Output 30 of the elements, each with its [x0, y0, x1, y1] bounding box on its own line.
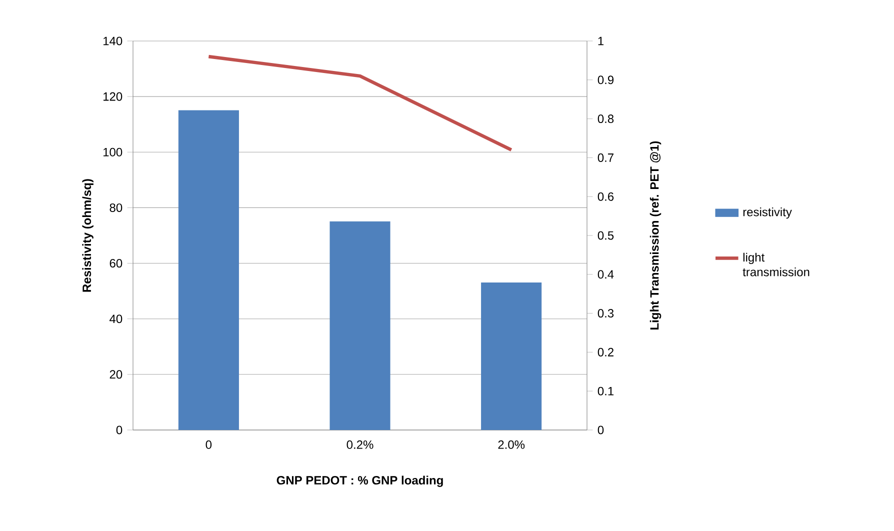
x-tick-label: 2.0% — [498, 440, 525, 449]
bar — [178, 110, 239, 430]
y2-tick-label: 0.2 — [598, 348, 614, 356]
y-tick-label: 20 — [110, 370, 122, 379]
y-axis-title: Resistivity (ohm/sq) — [82, 179, 94, 292]
y-tick-label: 60 — [110, 259, 122, 268]
y-tick-label: 80 — [110, 203, 122, 212]
bar — [330, 221, 390, 430]
x-axis-title: GNP PEDOT : % GNP loading — [276, 476, 443, 487]
y-tick-label: 40 — [110, 314, 122, 324]
y2-tick-label: 1 — [598, 36, 604, 46]
legend-label: light transmission — [742, 252, 810, 276]
x-tick-label: 0.2% — [346, 440, 374, 449]
y2-tick-label: 0.7 — [598, 153, 614, 162]
y2-tick-label: 0.1 — [598, 386, 614, 396]
y-tick-label: 140 — [104, 36, 122, 46]
x-tick-label: 0 — [206, 440, 212, 449]
bar — [481, 282, 542, 430]
y-tick-label: 0 — [116, 426, 122, 434]
y2-tick-label: 0 — [598, 426, 604, 434]
y2-tick-label: 0.3 — [598, 309, 614, 318]
y2-tick-label: 0.6 — [598, 192, 614, 201]
y2-tick-label: 0.9 — [598, 76, 614, 84]
y2-tick-label: 0.8 — [598, 114, 614, 124]
y2-tick-label: 0.5 — [598, 231, 614, 240]
y-tick-label: 100 — [104, 148, 122, 156]
y-tick-label: 120 — [104, 92, 122, 101]
y2-axis-title: Light Transmission (ref. PET @1) — [650, 141, 662, 330]
y2-tick-label: 0.4 — [598, 270, 614, 279]
legend-label: resistivity — [743, 207, 792, 219]
